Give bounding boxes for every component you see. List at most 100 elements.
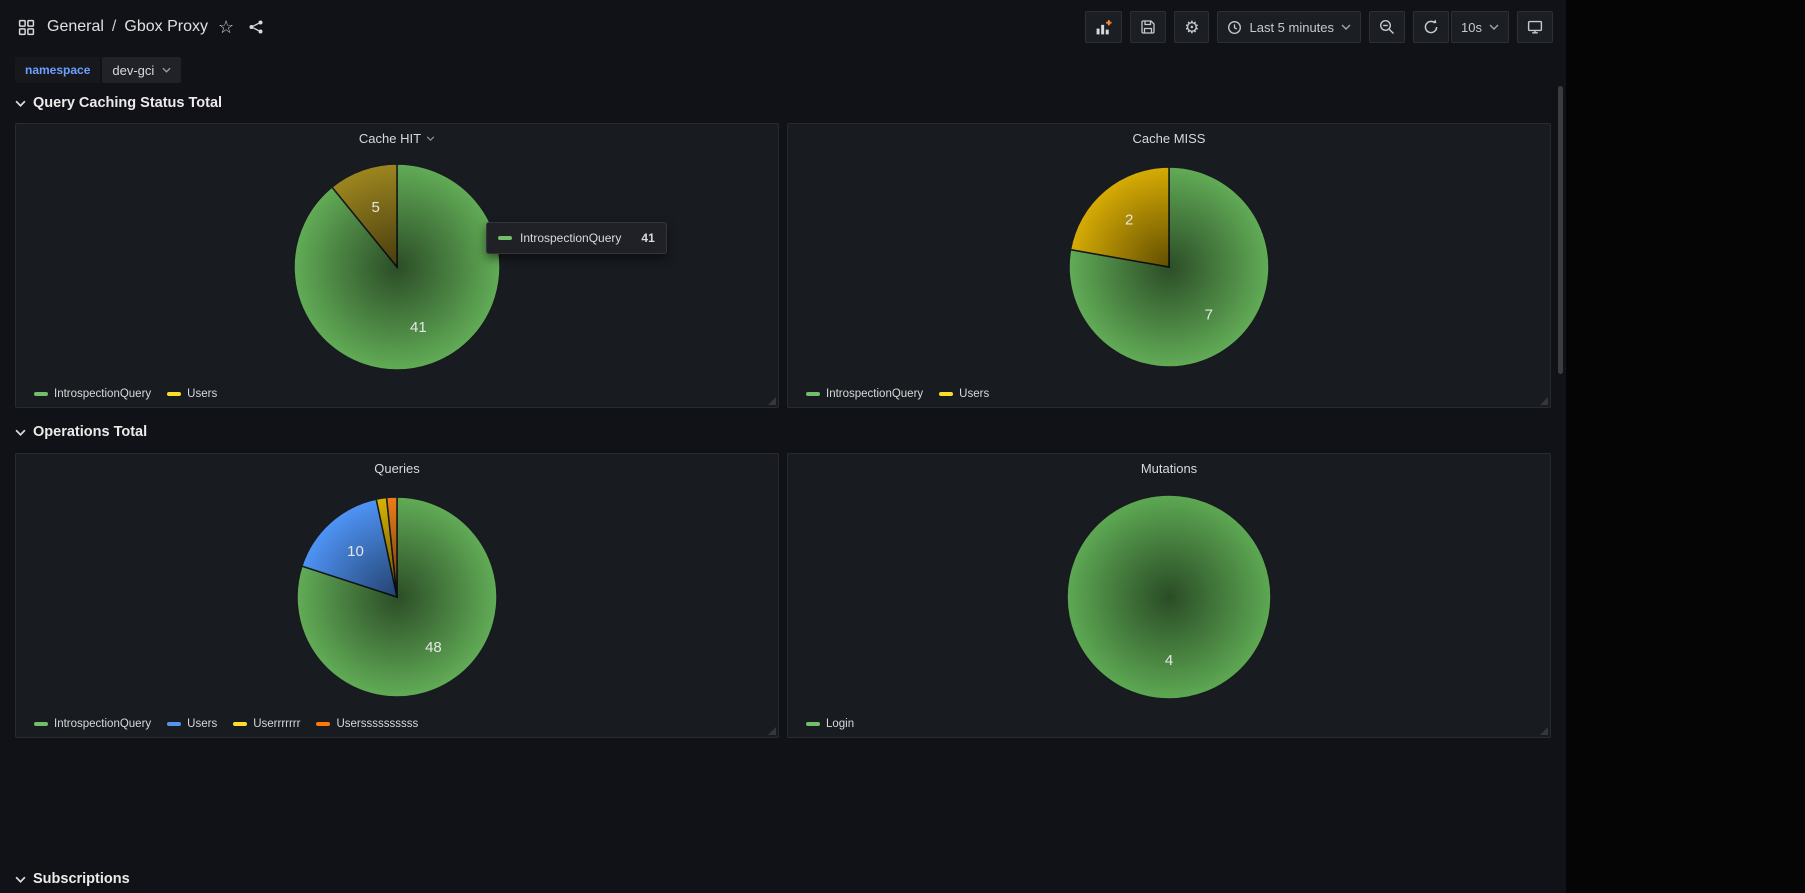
refresh-button[interactable] xyxy=(1413,11,1450,43)
variable-value-dropdown[interactable]: dev-gci xyxy=(102,57,182,83)
legend-swatch xyxy=(167,392,182,396)
variables-row: namespace dev-gci xyxy=(15,57,1566,83)
scrollbar-thumb[interactable] xyxy=(1558,86,1563,374)
legend-swatch xyxy=(34,392,48,396)
legend-label: Userssssssssss xyxy=(336,718,419,730)
chevron-down-icon xyxy=(426,135,435,141)
legend-item[interactable]: IntrospectionQuery xyxy=(34,388,151,400)
refresh-interval-label: 10s xyxy=(1461,19,1482,35)
save-dashboard-button[interactable] xyxy=(1130,11,1167,43)
legend-cache-miss: IntrospectionQuery Users xyxy=(788,381,1550,407)
dashboard-grid: Query Caching Status Total Cache HIT 41 5… xyxy=(0,90,1566,892)
navbar: General / Gbox Proxy ☆ xyxy=(0,0,1566,54)
refresh-interval-picker[interactable]: 10s xyxy=(1451,11,1509,43)
star-dashboard-button[interactable]: ☆ xyxy=(214,18,238,36)
svg-text:10: 10 xyxy=(347,542,364,559)
panel-title-cache-miss[interactable]: Cache MISS xyxy=(788,124,1550,152)
add-panel-icon xyxy=(1096,19,1112,34)
legend-item[interactable]: IntrospectionQuery xyxy=(34,718,151,730)
gear-icon: ⚙ xyxy=(1184,17,1200,37)
grafana-dashboard: General / Gbox Proxy ☆ xyxy=(0,0,1566,893)
legend-label: IntrospectionQuery xyxy=(54,718,152,730)
monitor-icon xyxy=(1527,20,1543,34)
chevron-down-icon xyxy=(1489,24,1499,30)
zoom-out-button[interactable] xyxy=(1369,11,1406,43)
panel-title-queries[interactable]: Queries xyxy=(16,454,778,482)
panel-queries: Queries 48 10 IntrospectionQuery Users User… xyxy=(15,453,779,738)
pie-chart-cache-hit[interactable]: 41 5 xyxy=(289,159,505,375)
row-title: Query Caching Status Total xyxy=(33,95,223,111)
share-dashboard-button[interactable] xyxy=(244,19,268,35)
svg-text:2: 2 xyxy=(1125,211,1133,228)
kiosk-mode-button[interactable] xyxy=(1517,11,1553,43)
time-range-picker[interactable]: Last 5 minutes xyxy=(1217,11,1362,43)
legend-swatch xyxy=(806,392,820,396)
panel-title-mutations[interactable]: Mutations xyxy=(788,454,1550,482)
legend-queries: IntrospectionQuery Users Userrrrrrr Usersss… xyxy=(16,711,778,737)
variable-label: namespace xyxy=(15,57,101,83)
svg-text:4: 4 xyxy=(1165,652,1173,669)
panel-title-text: Queries xyxy=(374,460,420,476)
panel-row-caching: Cache HIT 41 5 IntrospectionQuery 41 Intr… xyxy=(15,123,1551,408)
legend-label: Users xyxy=(187,718,218,730)
zoom-out-icon xyxy=(1380,19,1395,34)
svg-text:7: 7 xyxy=(1205,306,1213,323)
legend-item[interactable]: Users xyxy=(167,388,217,400)
dashboard-settings-button[interactable]: ⚙ xyxy=(1174,11,1210,43)
legend-item[interactable]: Login xyxy=(806,718,854,730)
legend-item[interactable]: Userrrrrrr xyxy=(233,718,300,730)
row-title: Operations Total xyxy=(33,424,148,440)
legend-label: IntrospectionQuery xyxy=(54,388,152,400)
breadcrumb-folder[interactable]: General xyxy=(47,18,104,35)
svg-text:41: 41 xyxy=(410,319,427,336)
breadcrumb-dashboard[interactable]: Gbox Proxy xyxy=(124,18,208,35)
tooltip-series-swatch xyxy=(498,236,512,240)
panel-cache-hit: Cache HIT 41 5 IntrospectionQuery 41 Intr… xyxy=(15,123,779,408)
breadcrumb: General / Gbox Proxy xyxy=(47,18,208,36)
row-header-operations-total[interactable]: Operations Total xyxy=(15,419,1551,445)
variable-value: dev-gci xyxy=(112,62,155,78)
legend-swatch xyxy=(34,722,48,726)
tooltip-value: 41 xyxy=(641,231,655,245)
row-header-query-caching-status-total[interactable]: Query Caching Status Total xyxy=(15,90,1551,116)
legend-swatch xyxy=(939,392,954,396)
legend-swatch xyxy=(806,722,820,726)
refresh-icon xyxy=(1424,19,1438,34)
add-panel-button[interactable] xyxy=(1085,11,1123,43)
svg-text:5: 5 xyxy=(371,198,379,215)
chart-tooltip: IntrospectionQuery 41 xyxy=(486,222,667,254)
panel-title-text: Cache HIT xyxy=(358,130,422,146)
chevron-down-icon xyxy=(1341,24,1351,30)
legend-item[interactable]: Users xyxy=(939,388,989,400)
star-icon: ☆ xyxy=(217,17,235,37)
legend-swatch xyxy=(167,722,182,726)
refresh-button-group: 10s xyxy=(1413,11,1509,43)
time-range-label: Last 5 minutes xyxy=(1249,19,1335,35)
legend-swatch xyxy=(233,722,248,726)
legend-label: Userrrrrrr xyxy=(253,718,301,730)
variable-namespace: namespace dev-gci xyxy=(15,57,182,83)
chevron-down-icon xyxy=(15,876,26,883)
svg-text:48: 48 xyxy=(425,639,442,656)
dashboards-grid-button[interactable] xyxy=(14,19,39,36)
panel-title-cache-hit[interactable]: Cache HIT xyxy=(16,124,778,152)
panel-mutations: Mutations 4 Login xyxy=(787,453,1551,738)
row-header-subscriptions[interactable]: Subscriptions xyxy=(15,866,1551,892)
legend-item[interactable]: IntrospectionQuery xyxy=(806,388,923,400)
legend-label: IntrospectionQuery xyxy=(826,388,924,400)
chart-area: 4 xyxy=(788,482,1550,711)
legend-item[interactable]: Userssssssssss xyxy=(316,718,418,730)
legend-mutations: Login xyxy=(788,711,1550,737)
chevron-down-icon xyxy=(162,67,171,73)
save-icon xyxy=(1141,20,1155,34)
pie-chart-mutations[interactable]: 4 xyxy=(1062,490,1276,704)
legend-label: Users xyxy=(959,388,990,400)
panel-row-operations: Queries 48 10 IntrospectionQuery Users User… xyxy=(15,453,1551,738)
legend-label: Login xyxy=(826,718,855,730)
row-title: Subscriptions xyxy=(33,871,130,887)
pie-chart-queries[interactable]: 48 10 xyxy=(292,492,502,702)
legend-item[interactable]: Users xyxy=(167,718,217,730)
